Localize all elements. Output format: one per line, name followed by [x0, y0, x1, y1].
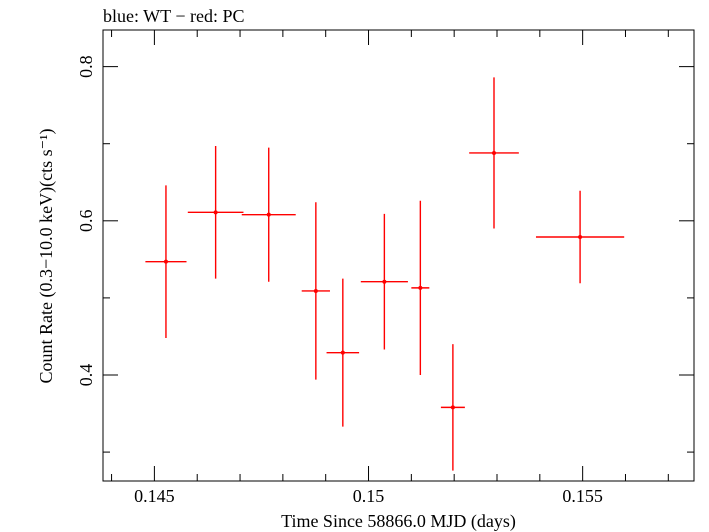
point-marker — [450, 405, 455, 410]
point-marker — [382, 279, 387, 284]
point-marker — [213, 210, 218, 215]
y-tick-label: 0.6 — [76, 210, 96, 233]
data-point — [145, 185, 187, 338]
data-point — [187, 146, 244, 279]
point-marker — [340, 350, 345, 355]
axis-ticks — [103, 30, 694, 481]
data-point — [241, 147, 296, 282]
point-marker — [163, 259, 168, 264]
point-marker — [578, 234, 583, 239]
point-marker — [492, 150, 497, 155]
x-tick-label: 0.155 — [562, 486, 603, 506]
data-point — [326, 278, 360, 427]
x-tick-label: 0.145 — [134, 486, 175, 506]
y-axis-label: Count Rate (0.3−10.0 keV)(cts s⁻¹) — [36, 128, 57, 383]
data-point — [301, 202, 330, 380]
data-point — [535, 190, 625, 284]
chart-title: blue: WT − red: PC — [103, 6, 244, 26]
data-point — [469, 77, 519, 229]
data-point — [360, 213, 408, 350]
x-tick-label: 0.15 — [353, 486, 385, 506]
point-marker — [266, 212, 271, 217]
axis-tick-labels: 0.145 0.15 0.155 0.4 0.6 0.8 — [76, 55, 603, 506]
data-point — [411, 200, 430, 375]
y-tick-label: 0.8 — [76, 55, 96, 78]
data-series — [145, 77, 625, 471]
x-axis-label: Time Since 58866.0 MJD (days) — [281, 511, 516, 532]
data-point — [440, 344, 465, 471]
point-marker — [313, 288, 318, 293]
point-marker — [418, 285, 423, 290]
y-tick-label: 0.4 — [76, 364, 96, 387]
plot-frame — [102, 29, 695, 482]
